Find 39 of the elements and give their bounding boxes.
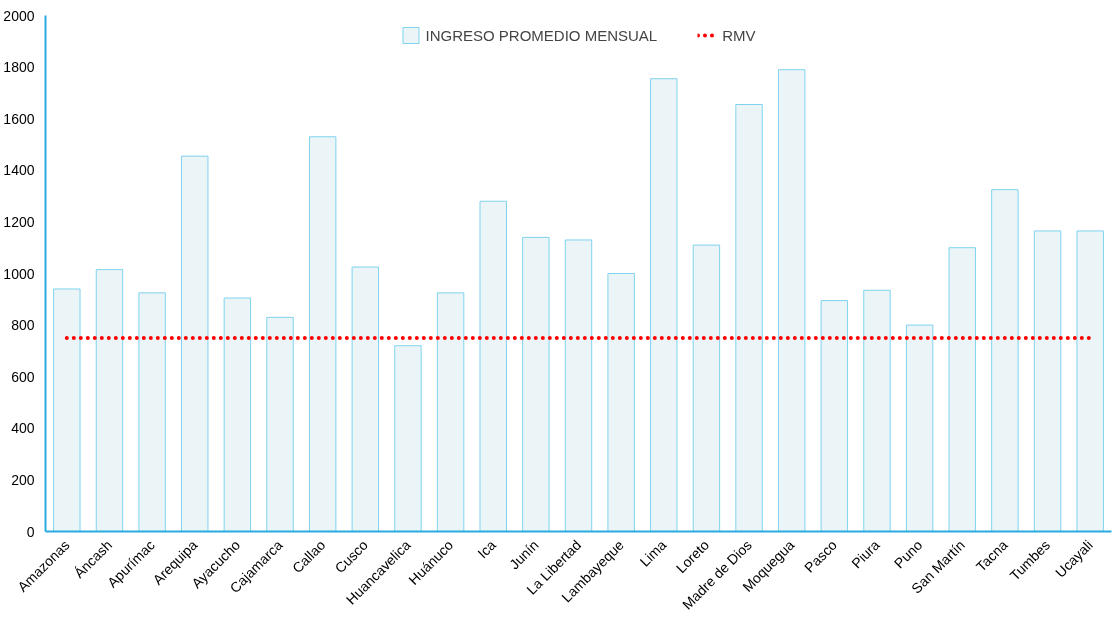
bar (266, 316, 294, 532)
bar (308, 136, 337, 532)
bar (650, 78, 678, 532)
bar (948, 247, 976, 532)
bar (820, 300, 849, 532)
y-tick-label: 800 (11, 317, 35, 334)
bar (905, 324, 934, 532)
y-tick-label: 1800 (3, 59, 35, 76)
bar (436, 292, 465, 532)
y-tick-label: 1000 (3, 265, 35, 282)
bar (351, 266, 380, 532)
y-tick-label: 200 (11, 471, 35, 488)
bar (181, 155, 209, 532)
x-tick-label: Ica (474, 536, 500, 562)
legend-label: RMV (722, 26, 756, 44)
y-tick-label: 1400 (3, 162, 35, 179)
bar (777, 69, 806, 532)
bar (95, 269, 124, 532)
y-tick-label: 2000 (3, 7, 35, 24)
bar (863, 289, 891, 532)
y-tick-label: 400 (11, 420, 35, 437)
bar (1076, 230, 1104, 532)
bar (479, 200, 507, 532)
bar (522, 236, 550, 532)
y-tick-label: 0 (26, 523, 35, 540)
bar (991, 189, 1019, 532)
bar (735, 104, 763, 532)
bar (223, 297, 252, 532)
y-tick-label: 1600 (3, 110, 35, 127)
legend-label: INGRESO PROMEDIO MENSUAL (425, 26, 658, 44)
bar (564, 239, 593, 532)
bar (53, 288, 81, 532)
bar (607, 273, 635, 532)
y-tick-label: 600 (11, 368, 35, 385)
y-tick-label: 1200 (3, 213, 35, 230)
bar (394, 345, 422, 532)
bar (1033, 230, 1062, 532)
bar (138, 292, 166, 532)
bar (692, 244, 721, 532)
